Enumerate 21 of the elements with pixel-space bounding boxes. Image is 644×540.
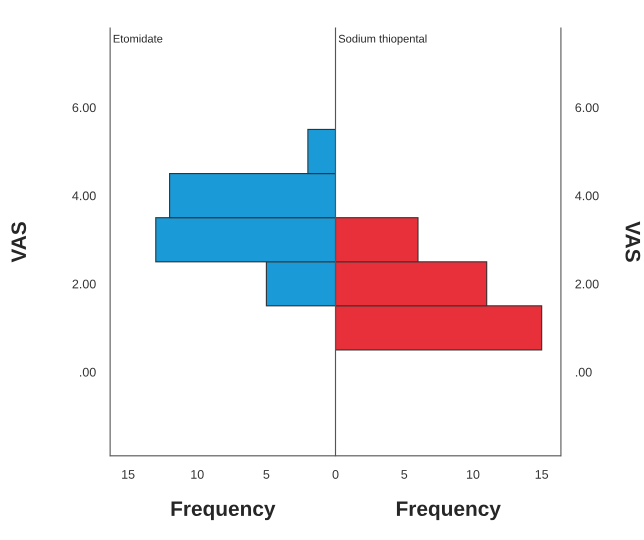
x-tick-label: 0 [332, 470, 339, 479]
y-axis-title: VAS [626, 221, 640, 262]
chart-title: Etomidate [114, 34, 162, 43]
text: Sodium thiopental [338, 34, 426, 45]
y-tick-label: .00 [576, 368, 592, 377]
y-tick-label: 4.00 [72, 191, 96, 200]
y-tick-label: .00 [80, 368, 96, 377]
x-axis-title: Frequency [172, 502, 276, 520]
x-tick-label: 15 [536, 470, 548, 479]
y-tick-label: 2.00 [575, 280, 599, 288]
x-tick-label: 5 [263, 470, 270, 479]
x-axis-title: Frequency [396, 502, 501, 520]
x-tick-label: 15 [122, 470, 135, 479]
y-tick-label: 6.00 [575, 103, 599, 112]
x-tick-label: 5 [401, 470, 408, 479]
y-tick-label: 4.00 [575, 191, 599, 200]
y-axis-title: VAS [11, 222, 26, 262]
x-tick-label: 10 [466, 470, 480, 479]
y-tick-label: 6.00 [72, 103, 96, 112]
x-tick-label: 10 [191, 470, 204, 479]
y-tick-label: 2.00 [72, 280, 96, 288]
